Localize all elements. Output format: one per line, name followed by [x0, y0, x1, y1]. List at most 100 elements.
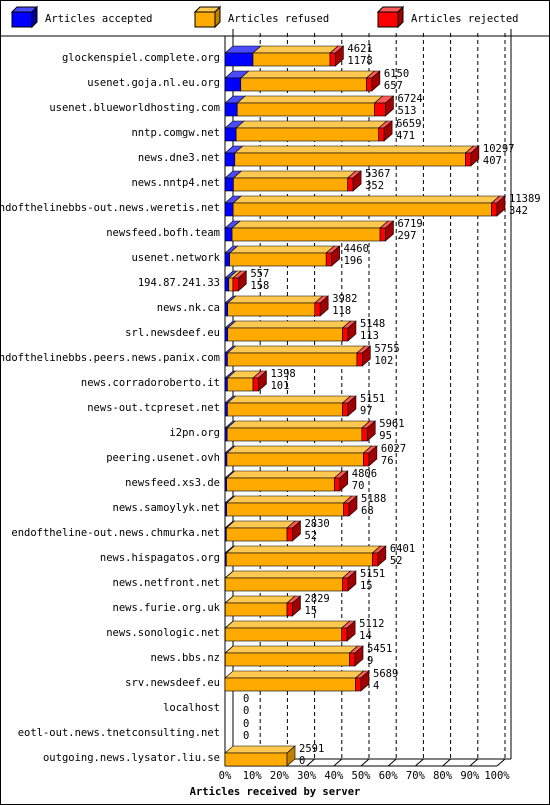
bar-top — [224, 745, 296, 754]
y-tick-label: news.nk.ca — [157, 302, 220, 314]
bar — [227, 302, 316, 317]
bar — [366, 77, 373, 92]
total-label: 557 — [250, 268, 269, 280]
y-tick-label: news.sonologic.net — [106, 627, 220, 639]
tick-mark — [306, 758, 315, 767]
bar-top — [224, 570, 352, 579]
total-label: 6401 — [390, 543, 415, 555]
bar — [252, 52, 331, 67]
bar-top — [224, 670, 365, 679]
total-label: 4460 — [344, 243, 369, 255]
bar — [224, 652, 350, 667]
tick-mark — [387, 758, 397, 767]
y-tick-label: eotl-out.news.tnetconsulting.net — [18, 727, 220, 739]
tick-mark — [333, 758, 343, 767]
bar-side — [335, 45, 344, 67]
accepted-label: 1178 — [347, 55, 372, 67]
y-tick-label: news.samoylyk.net — [113, 502, 220, 514]
tick-mark — [469, 758, 479, 767]
y-tick-label: endofthelinebbs-out.news.weretis.net — [0, 202, 220, 214]
bar-top — [225, 520, 296, 529]
total-label: 4806 — [352, 468, 377, 480]
bar — [342, 577, 349, 592]
bar-side — [238, 270, 247, 292]
y-tick-label: news.hispagatos.org — [100, 552, 220, 564]
accepted-label: 118 — [332, 305, 351, 317]
total-label: 11389 — [509, 193, 541, 205]
accepted-label: 76 — [381, 455, 394, 467]
y-tick-label: usenet.blueworldhosting.com — [49, 102, 220, 114]
bar-side — [347, 320, 357, 342]
bar-side — [331, 245, 340, 267]
bar — [372, 552, 379, 567]
accepted-label: 70 — [352, 480, 365, 492]
x-tick-label: 20% — [270, 770, 290, 782]
accepted-label: 113 — [360, 330, 379, 342]
y-tick-label: srl.newsdeef.eu — [125, 327, 220, 339]
bar-top — [233, 145, 475, 154]
bar — [224, 52, 254, 67]
accepted-label: 297 — [397, 230, 416, 242]
tick-mark — [415, 758, 424, 767]
x-axis-title: Articles received by server — [190, 786, 361, 798]
bar — [224, 602, 288, 617]
legend-swatch — [11, 11, 33, 28]
bar-top — [226, 295, 324, 304]
bar — [229, 252, 327, 267]
accepted-label: 0 — [243, 705, 249, 717]
bar — [378, 127, 385, 142]
y-tick-label: 194.87.241.33 — [138, 277, 220, 289]
accepted-label: 0 — [243, 730, 249, 742]
total-label: 3982 — [332, 293, 357, 305]
y-tick-label: news.dne3.net — [138, 152, 220, 164]
x-tick-label: 100% — [484, 770, 510, 782]
bar — [226, 502, 344, 517]
bar-side — [292, 595, 301, 617]
x-tick-label: 10% — [243, 770, 263, 782]
bar — [286, 527, 293, 542]
bar — [236, 102, 375, 117]
total-label: 0 — [243, 693, 249, 705]
x-tick-label: 90% — [460, 770, 480, 782]
legend-swatch — [194, 11, 216, 28]
total-label: 10297 — [483, 143, 515, 155]
accepted-label: 158 — [250, 280, 269, 292]
bar — [224, 627, 342, 642]
bar — [342, 402, 349, 417]
bar-side — [319, 295, 329, 317]
y-tick-label: news.corradoroberto.it — [81, 377, 220, 389]
bar — [226, 527, 288, 542]
total-label: 2830 — [304, 518, 329, 530]
x-tick-label: 40% — [324, 770, 344, 782]
bar — [329, 52, 336, 67]
bar — [228, 277, 234, 292]
bar — [347, 177, 354, 192]
bar-side — [258, 370, 267, 392]
bar — [232, 202, 492, 217]
bar-side — [385, 220, 394, 242]
bar — [224, 177, 234, 192]
y-tick-label: i2pn.org — [169, 427, 220, 439]
bar — [224, 77, 242, 92]
bar-side — [368, 445, 378, 467]
y-tick-label: outgoing.news.lysator.liu.se — [43, 752, 220, 764]
bar-top — [226, 395, 352, 404]
bar-top — [224, 595, 296, 604]
bar — [224, 427, 228, 442]
y-tick-label: news.furie.org.uk — [113, 602, 221, 614]
total-label: 2591 — [299, 743, 324, 755]
bar — [224, 102, 238, 117]
bar-top — [226, 345, 366, 354]
bar — [224, 152, 236, 167]
total-label: 6659 — [396, 118, 421, 130]
bar — [363, 452, 370, 467]
y-tick-label: endofthelinebbs.peers.news.panix.com — [0, 352, 220, 364]
bar — [356, 352, 363, 367]
bar — [224, 327, 229, 342]
bar — [226, 452, 364, 467]
y-tick-label: newsfeed.xs3.de — [125, 477, 220, 489]
bar — [491, 202, 498, 217]
accepted-label: 342 — [509, 205, 528, 217]
y-tick-label: endoftheline-out.news.chmurka.net — [11, 527, 220, 539]
